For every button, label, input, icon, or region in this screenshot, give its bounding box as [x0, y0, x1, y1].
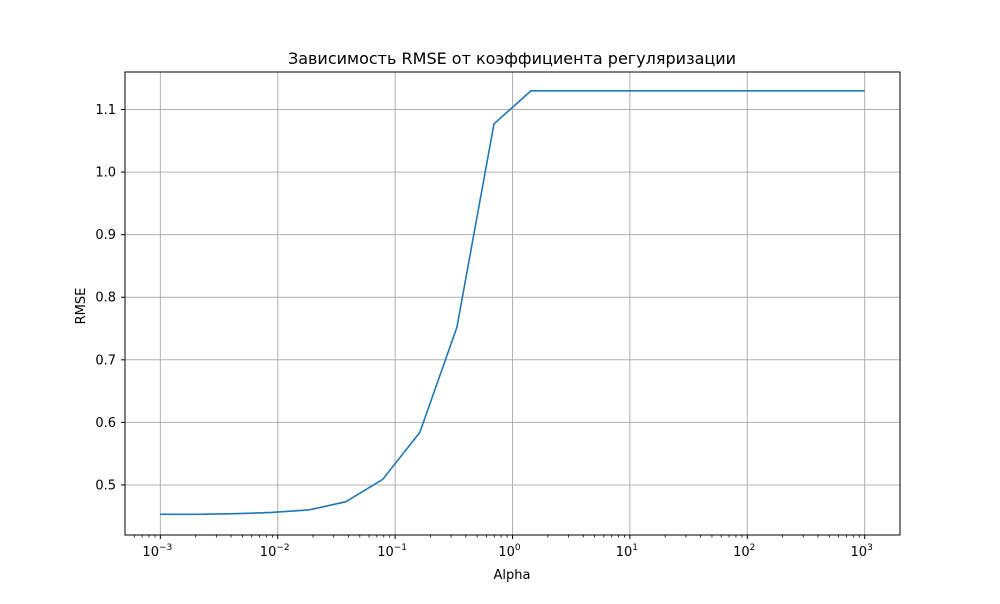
x-axis-label: Alpha — [494, 568, 531, 583]
x-tick-label: 102 — [733, 543, 755, 560]
x-tick-label: 103 — [851, 543, 873, 560]
x-tick-label: 100 — [498, 543, 521, 560]
y-tick-label: 0.5 — [95, 478, 116, 493]
y-tick-label: 0.7 — [95, 353, 116, 368]
chart-title: Зависимость RMSE от коэффициента регуляр… — [288, 49, 736, 68]
x-tick-label: 101 — [616, 543, 638, 560]
y-axis-label: RMSE — [74, 288, 89, 325]
y-tick-label: 1.0 — [95, 166, 116, 181]
series-layer — [160, 89, 865, 516]
grid — [125, 72, 900, 535]
x-tick-label: 10−3 — [142, 543, 172, 560]
y-tick-label: 0.8 — [95, 291, 116, 306]
series-line — [160, 89, 865, 516]
y-tick-label: 1.1 — [95, 103, 116, 118]
y-tick-label: 0.6 — [95, 416, 116, 431]
x-tick-label: 10−2 — [260, 543, 290, 560]
y-tick-label: 0.9 — [95, 228, 116, 243]
x-tick-label: 10−1 — [377, 543, 407, 560]
axis-ticks: 10−3 10−2 10−1 100 101 102 103 0.5 0.6 0.7 0.8 0.9 1… — [95, 103, 872, 560]
